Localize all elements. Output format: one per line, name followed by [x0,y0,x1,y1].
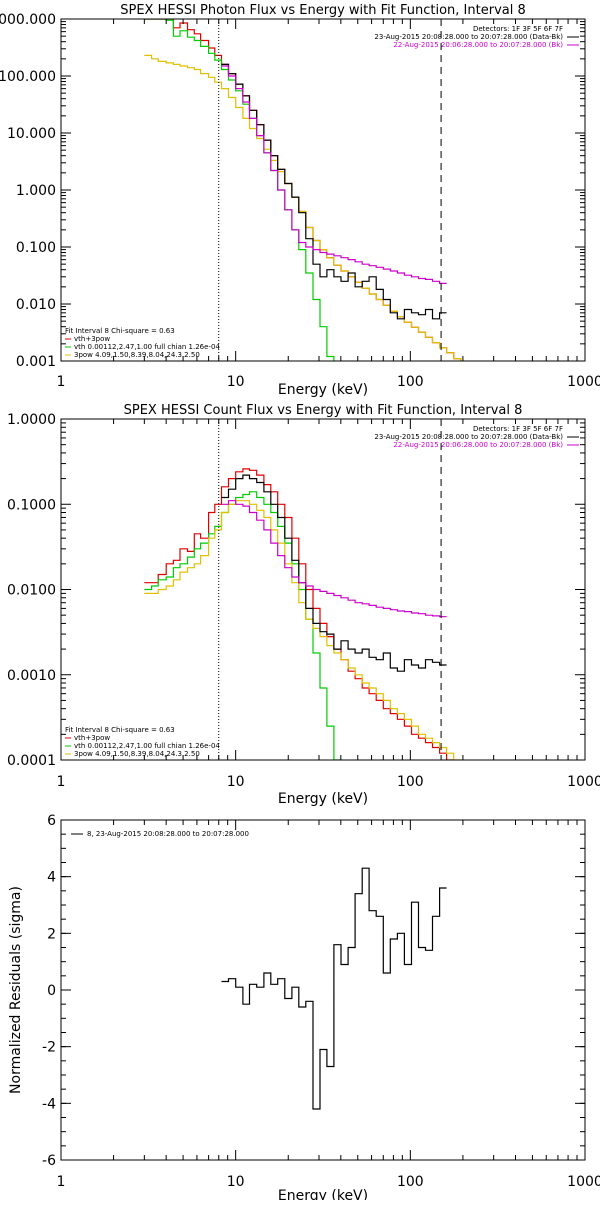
x-axis-label: Energy (keV) [278,1188,368,1200]
y-axis-label: Normalized Residuals (sigma) [8,886,24,1094]
legend-topright-text: 23-Aug-2015 20:08:28.000 to 20:07:28.000… [374,33,563,41]
legend-bottomleft-text: Fit Interval 8 Chi-square = 0.63 [65,327,175,335]
y-tick-label: -2 [42,1040,56,1056]
chart-title: SPEX HESSI Count Flux vs Energy with Fit… [124,403,523,418]
plot-area [144,468,462,760]
series-3pow [144,500,462,760]
y-tick-label: -4 [42,1096,56,1112]
plot-frame [60,18,586,362]
legend-topright-text: 22-Aug-2015 20:06:28.000 to 20:07:28.000… [393,441,563,449]
y-tick-label: 0.0010 [7,668,56,684]
y-tick-label: 0.1000 [7,497,56,513]
legend-bottomleft-text: vth+3pow [74,734,110,742]
x-tick-label: 1000 [567,774,600,790]
chart-panel-2: 1 10 100 1000 0.0001 0.0010 0.0100 0.1000 1.0000… [7,403,600,807]
legend-bottomleft-text: vth 0.00112,2.47,1.00 full chian 1.26e-0… [74,742,220,750]
x-tick-label: 100 [397,774,424,790]
series-vth-3pow [144,19,462,361]
x-tick-label: 1 [57,1174,66,1190]
chart-panel-3: 1 10 100 1000 -6 -4 -2 0 2 4 6 Energy (keV) Normaliz… [8,813,600,1204]
plot-frame [60,819,586,1161]
y-tick-label: 6 [47,813,56,829]
series-8-23-aug-2015-20-08-28-000-to-20-07-28-000 [221,867,447,1110]
x-tick-label: 1000 [567,374,600,390]
legend-bottomleft-text: 3pow 4.09,1.50,8.39,8.04,24.3,2.50 [74,750,200,758]
x-tick-label: 1 [57,774,66,790]
y-tick-label: 1.000 [16,183,56,199]
y-tick-label: 10.000 [7,126,56,142]
y-tick-label: 100.000 [0,69,56,85]
plot-frame [60,418,586,761]
y-tick-label: 0.0001 [7,753,56,769]
legend-bottomleft-text: Fit Interval 8 Chi-square = 0.63 [65,726,175,734]
legend-bottomleft-text: vth+3pow [74,335,110,343]
series-bk [221,500,447,618]
series-3pow [144,54,462,361]
y-tick-label: 4 [47,870,56,886]
chart-panel-1: 1 10 100 1000 0.001 0.010 0.100 1.000 10.000 100.… [0,3,600,398]
x-tick-label: 100 [397,374,424,390]
x-axis-label: Energy (keV) [278,382,368,398]
y-tick-label: -6 [42,1153,56,1169]
legend-topright-text: 23-Aug-2015 20:08:28.000 to 20:07:28.000… [374,433,563,441]
x-tick-label: 10 [227,774,245,790]
y-tick-label: 0.001 [16,354,56,370]
chart-title: SPEX HESSI Photon Flux vs Energy with Fi… [120,3,526,18]
x-axis-label: Energy (keV) [278,791,368,807]
legend-bottomleft-text: vth 0.00112,2.47,1.00 full chian 1.26e-0… [74,343,220,351]
y-tick-label: 0 [47,983,56,999]
series-data-bk [221,474,447,672]
x-tick-label: 10 [227,1174,245,1190]
x-tick-label: 100 [397,1174,424,1190]
series-bk [221,65,447,284]
y-tick-label: 2 [47,926,56,942]
x-tick-label: 1 [57,374,66,390]
plot-area [221,867,447,1110]
y-tick-label: 1000.000 [0,12,56,28]
y-tick-label: 0.100 [16,240,56,256]
series-data-bk [221,63,447,320]
legend-topright-text: Detectors: 1F 3F 5F 6F 7F [473,425,563,433]
plot-area [144,19,462,361]
legend-bottomleft-text: 3pow 4.09,1.50,8.39,8.04,24.3,2.50 [74,351,200,359]
legend-text: 8, 23-Aug-2015 20:08:28.000 to 20:07:28.… [87,830,249,838]
y-tick-label: 0.010 [16,297,56,313]
x-tick-label: 10 [227,374,245,390]
legend-topright-text: Detectors: 1F 3F 5F 6F 7F [473,25,563,33]
y-tick-label: 1.0000 [7,412,56,428]
y-tick-label: 0.0100 [7,583,56,599]
x-tick-label: 1000 [567,1174,600,1190]
legend-topright-text: 22-Aug-2015 20:06:28.000 to 20:07:28.000… [393,41,563,49]
